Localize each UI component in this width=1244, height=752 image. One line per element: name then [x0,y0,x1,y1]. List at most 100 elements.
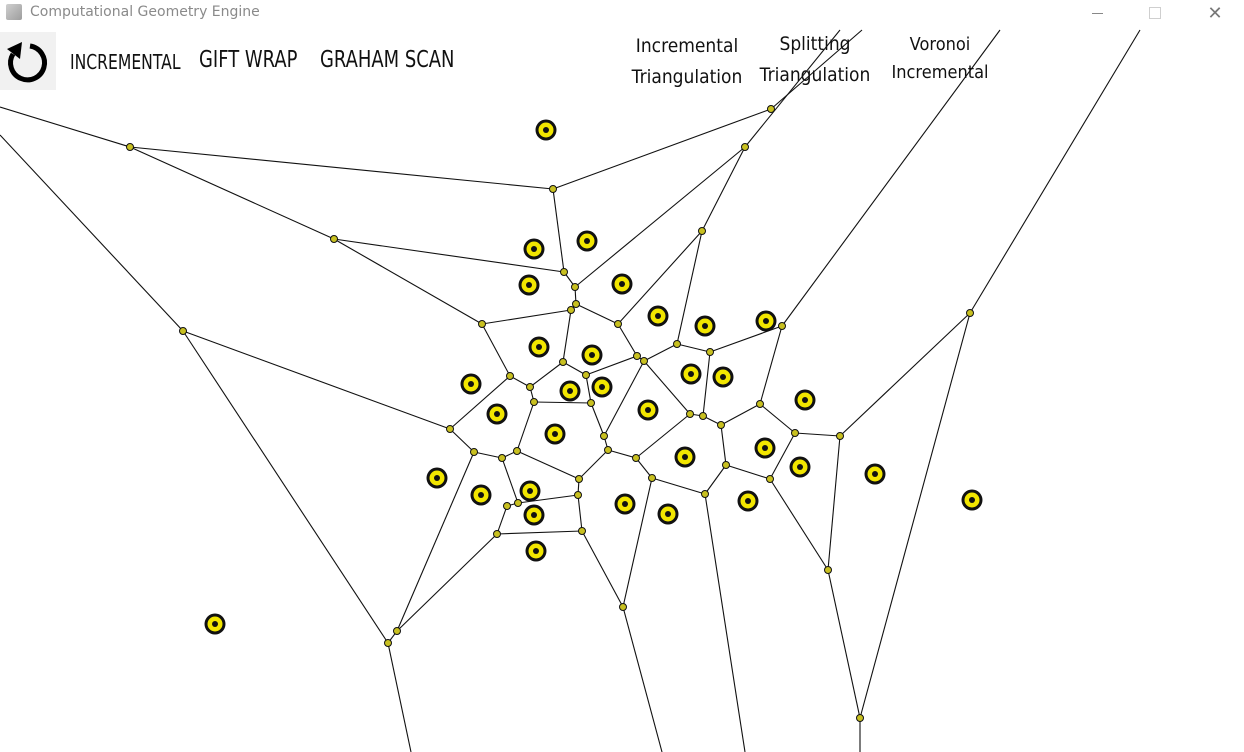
maximize-button[interactable] [1126,0,1184,26]
voronoi-edge [704,464,727,495]
voronoi-edge [574,146,746,288]
incremental-triangulation-button[interactable]: Incremental Triangulation [627,31,748,93]
voronoi-edge [794,432,841,437]
voronoi-vertex [126,143,134,151]
site-point[interactable] [789,456,811,478]
site-point[interactable] [581,344,603,366]
voronoi-edge [635,457,653,479]
voronoi-edge [501,457,519,504]
site-point[interactable] [426,467,448,489]
site-point[interactable] [712,366,734,388]
site-point[interactable] [576,230,598,252]
voronoi-edge [562,361,587,376]
site-point[interactable] [680,363,702,385]
voronoi-edge [635,413,691,459]
voronoi-vertex [604,446,612,454]
voronoi-edge [481,309,572,325]
voronoi-vertex [393,627,401,635]
site-point[interactable] [694,315,716,337]
voronoi-edge [643,343,678,362]
reset-button[interactable] [0,32,56,90]
site-point[interactable] [674,446,696,468]
incremental-hull-button[interactable]: INCREMENTAL [70,50,181,74]
voronoi-vertex [530,398,538,406]
voronoi-vertex [836,432,844,440]
site-point[interactable] [559,380,581,402]
site-point[interactable] [657,503,679,525]
voronoi-vertex [498,454,506,462]
site-point[interactable] [518,274,540,296]
voronoi-edge [575,303,619,325]
site-point[interactable] [961,489,983,511]
site-point[interactable] [519,480,541,502]
voronoi-vertex [722,461,730,469]
gift-wrap-button[interactable]: GIFT WRAP [199,47,298,73]
voronoi-vertex [179,327,187,335]
voronoi-edge [759,403,796,434]
site-point[interactable] [754,437,776,459]
splitting-triangulation-button[interactable]: Splitting Triangulation [755,29,876,91]
voronoi-edge [603,360,645,437]
voronoi-vertex [578,527,586,535]
site-point[interactable] [755,310,777,332]
voronoi-vertex [503,502,511,510]
voronoi-vertex [600,432,608,440]
maximize-icon [1149,7,1161,19]
splitting-triangulation-line-2: Triangulation [759,64,871,86]
voronoi-edge [581,530,624,608]
voronoi-edge [449,428,475,453]
site-point[interactable] [591,376,613,398]
site-point[interactable] [523,504,545,526]
site-point[interactable] [544,423,566,445]
site-point[interactable] [737,490,759,512]
voronoi-edge [839,312,971,437]
voronoi-vertex [514,499,522,507]
voronoi-vertex [384,639,392,647]
voronoi-vertex [741,143,749,151]
voronoi-vertex [574,491,582,499]
voronoi-edge [562,309,572,363]
close-icon: ✕ [1207,2,1223,23]
voronoi-vertex [706,348,714,356]
voronoi-edge [516,450,580,480]
site-point[interactable] [647,305,669,327]
voronoi-edge [651,477,706,495]
site-point[interactable] [470,484,492,506]
site-point[interactable] [864,463,886,485]
voronoi-vertex [856,714,864,722]
voronoi-vertex [633,352,641,360]
voronoi-vertices [126,105,974,722]
voronoi-vertex [549,185,557,193]
site-point[interactable] [523,238,545,260]
site-point[interactable] [525,540,547,562]
voronoi-incremental-line-2: Incremental [891,62,989,83]
voronoi-incremental-button[interactable]: Voronoi Incremental [882,31,997,87]
voronoi-vertex [766,475,774,483]
site-point[interactable] [460,373,482,395]
voronoi-vertex [571,283,579,291]
voronoi-edge [496,530,583,535]
voronoi-vertex [698,227,706,235]
site-point[interactable] [611,273,633,295]
voronoi-edge [182,330,389,644]
voronoi-edge [769,478,829,571]
site-point[interactable] [614,493,636,515]
close-button[interactable]: ✕ [1186,0,1244,26]
site-point[interactable] [637,399,659,421]
site-point[interactable] [204,613,226,635]
voronoi-vertex [778,322,786,330]
voronoi-edge [516,401,535,452]
voronoi-vertex [513,447,521,455]
voronoi-vertex [478,320,486,328]
site-point[interactable] [528,336,550,358]
voronoi-edge [449,375,511,430]
graham-scan-button[interactable]: GRAHAM SCAN [320,47,455,73]
site-point[interactable] [794,389,816,411]
site-point[interactable] [535,119,557,141]
voronoi-edge [725,464,771,480]
voronoi-vertex [526,383,534,391]
voronoi-vertex [632,454,640,462]
minimize-button[interactable] [1068,0,1126,26]
site-point[interactable] [486,403,508,425]
